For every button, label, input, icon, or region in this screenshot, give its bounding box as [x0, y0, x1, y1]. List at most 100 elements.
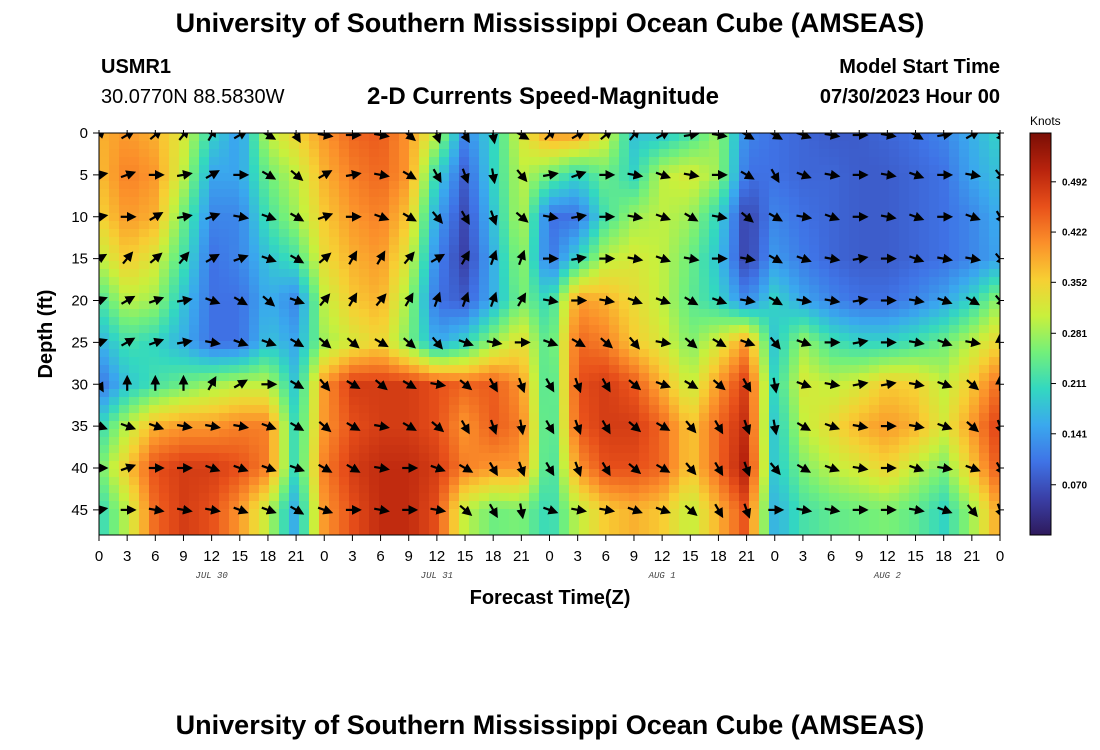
speed-cell — [719, 493, 730, 502]
speed-cell — [499, 533, 510, 535]
speed-cell — [899, 149, 910, 158]
current-vector-arrow — [544, 133, 557, 141]
speed-cell — [229, 221, 240, 230]
current-vector-arrow — [289, 379, 305, 389]
speed-cell — [109, 389, 120, 398]
speed-cell — [709, 269, 720, 278]
current-vector-arrow — [684, 504, 698, 517]
current-vector-arrow — [994, 169, 1000, 183]
speed-cell — [739, 261, 750, 270]
speed-cell — [749, 325, 760, 334]
speed-cell — [569, 373, 580, 382]
speed-cell — [149, 485, 160, 494]
speed-cell — [469, 397, 480, 406]
speed-cell — [499, 261, 510, 270]
speed-cell — [889, 205, 900, 214]
speed-cell — [359, 325, 370, 334]
speed-cell — [179, 517, 190, 526]
current-vector-arrow — [430, 253, 446, 264]
speed-cell — [219, 309, 230, 318]
speed-cell — [839, 245, 850, 254]
current-vector-arrow — [824, 133, 841, 140]
speed-cell — [899, 173, 910, 182]
speed-cell — [719, 141, 730, 150]
speed-cell — [979, 341, 990, 350]
current-vector-arrow — [599, 504, 616, 515]
speed-cell — [129, 349, 140, 358]
speed-cell — [819, 253, 830, 262]
speed-cell — [979, 173, 990, 182]
speed-cell — [539, 437, 550, 446]
current-vector-arrow — [683, 133, 700, 140]
speed-cell — [609, 429, 620, 438]
speed-cell — [619, 293, 630, 302]
speed-cell — [309, 509, 320, 518]
speed-cell — [249, 261, 260, 270]
speed-cell — [529, 173, 540, 182]
speed-cell — [749, 157, 760, 166]
speed-cell — [349, 221, 360, 230]
speed-cell — [349, 469, 360, 478]
speed-cell — [719, 405, 730, 414]
speed-cell — [399, 397, 410, 406]
speed-cell — [719, 445, 730, 454]
speed-cell — [829, 245, 840, 254]
speed-cell — [599, 517, 610, 526]
speed-cell — [949, 453, 960, 462]
speed-cell — [989, 157, 1000, 166]
speed-cell — [559, 237, 570, 246]
speed-cell — [709, 213, 720, 222]
speed-cell — [689, 261, 700, 270]
speed-cell — [909, 229, 920, 238]
speed-cell — [939, 485, 950, 494]
speed-cell — [929, 253, 940, 262]
speed-cell — [599, 485, 610, 494]
speed-cell — [449, 205, 460, 214]
speed-cell — [539, 405, 550, 414]
speed-cell — [259, 269, 270, 278]
speed-cell — [549, 253, 560, 262]
speed-cell — [649, 485, 660, 494]
speed-cell — [769, 205, 780, 214]
speed-cell — [309, 317, 320, 326]
speed-cell — [119, 429, 130, 438]
speed-cell — [629, 325, 640, 334]
speed-cell — [179, 525, 190, 534]
speed-cell — [389, 469, 400, 478]
speed-cell — [919, 197, 930, 206]
speed-cell — [189, 445, 200, 454]
speed-cell — [449, 149, 460, 158]
speed-cell — [209, 277, 220, 286]
speed-cell — [639, 453, 650, 462]
speed-cell — [559, 429, 570, 438]
speed-cell — [779, 405, 790, 414]
speed-cell — [479, 341, 490, 350]
speed-cell — [149, 285, 160, 294]
speed-cell — [439, 429, 450, 438]
speed-cell — [589, 325, 600, 334]
speed-cell — [889, 389, 900, 398]
speed-cell — [919, 349, 930, 358]
speed-cell — [569, 181, 580, 190]
speed-cell — [569, 437, 580, 446]
speed-cell — [879, 477, 890, 486]
speed-cell — [209, 389, 220, 398]
speed-cell — [729, 213, 740, 222]
speed-cell — [639, 229, 650, 238]
speed-cell — [249, 365, 260, 374]
speed-cell — [649, 301, 660, 310]
speed-cell — [659, 453, 670, 462]
speed-cell — [269, 141, 280, 150]
speed-cell — [339, 493, 350, 502]
speed-cell — [969, 261, 980, 270]
speed-cell — [819, 157, 830, 166]
speed-cell — [659, 405, 670, 414]
current-vector-arrow — [207, 376, 217, 391]
speed-cell — [789, 509, 800, 518]
speed-cell — [769, 493, 780, 502]
speed-cell — [849, 165, 860, 174]
speed-cell — [339, 365, 350, 374]
speed-cell — [359, 445, 370, 454]
speed-cell — [899, 197, 910, 206]
speed-cell — [959, 229, 970, 238]
